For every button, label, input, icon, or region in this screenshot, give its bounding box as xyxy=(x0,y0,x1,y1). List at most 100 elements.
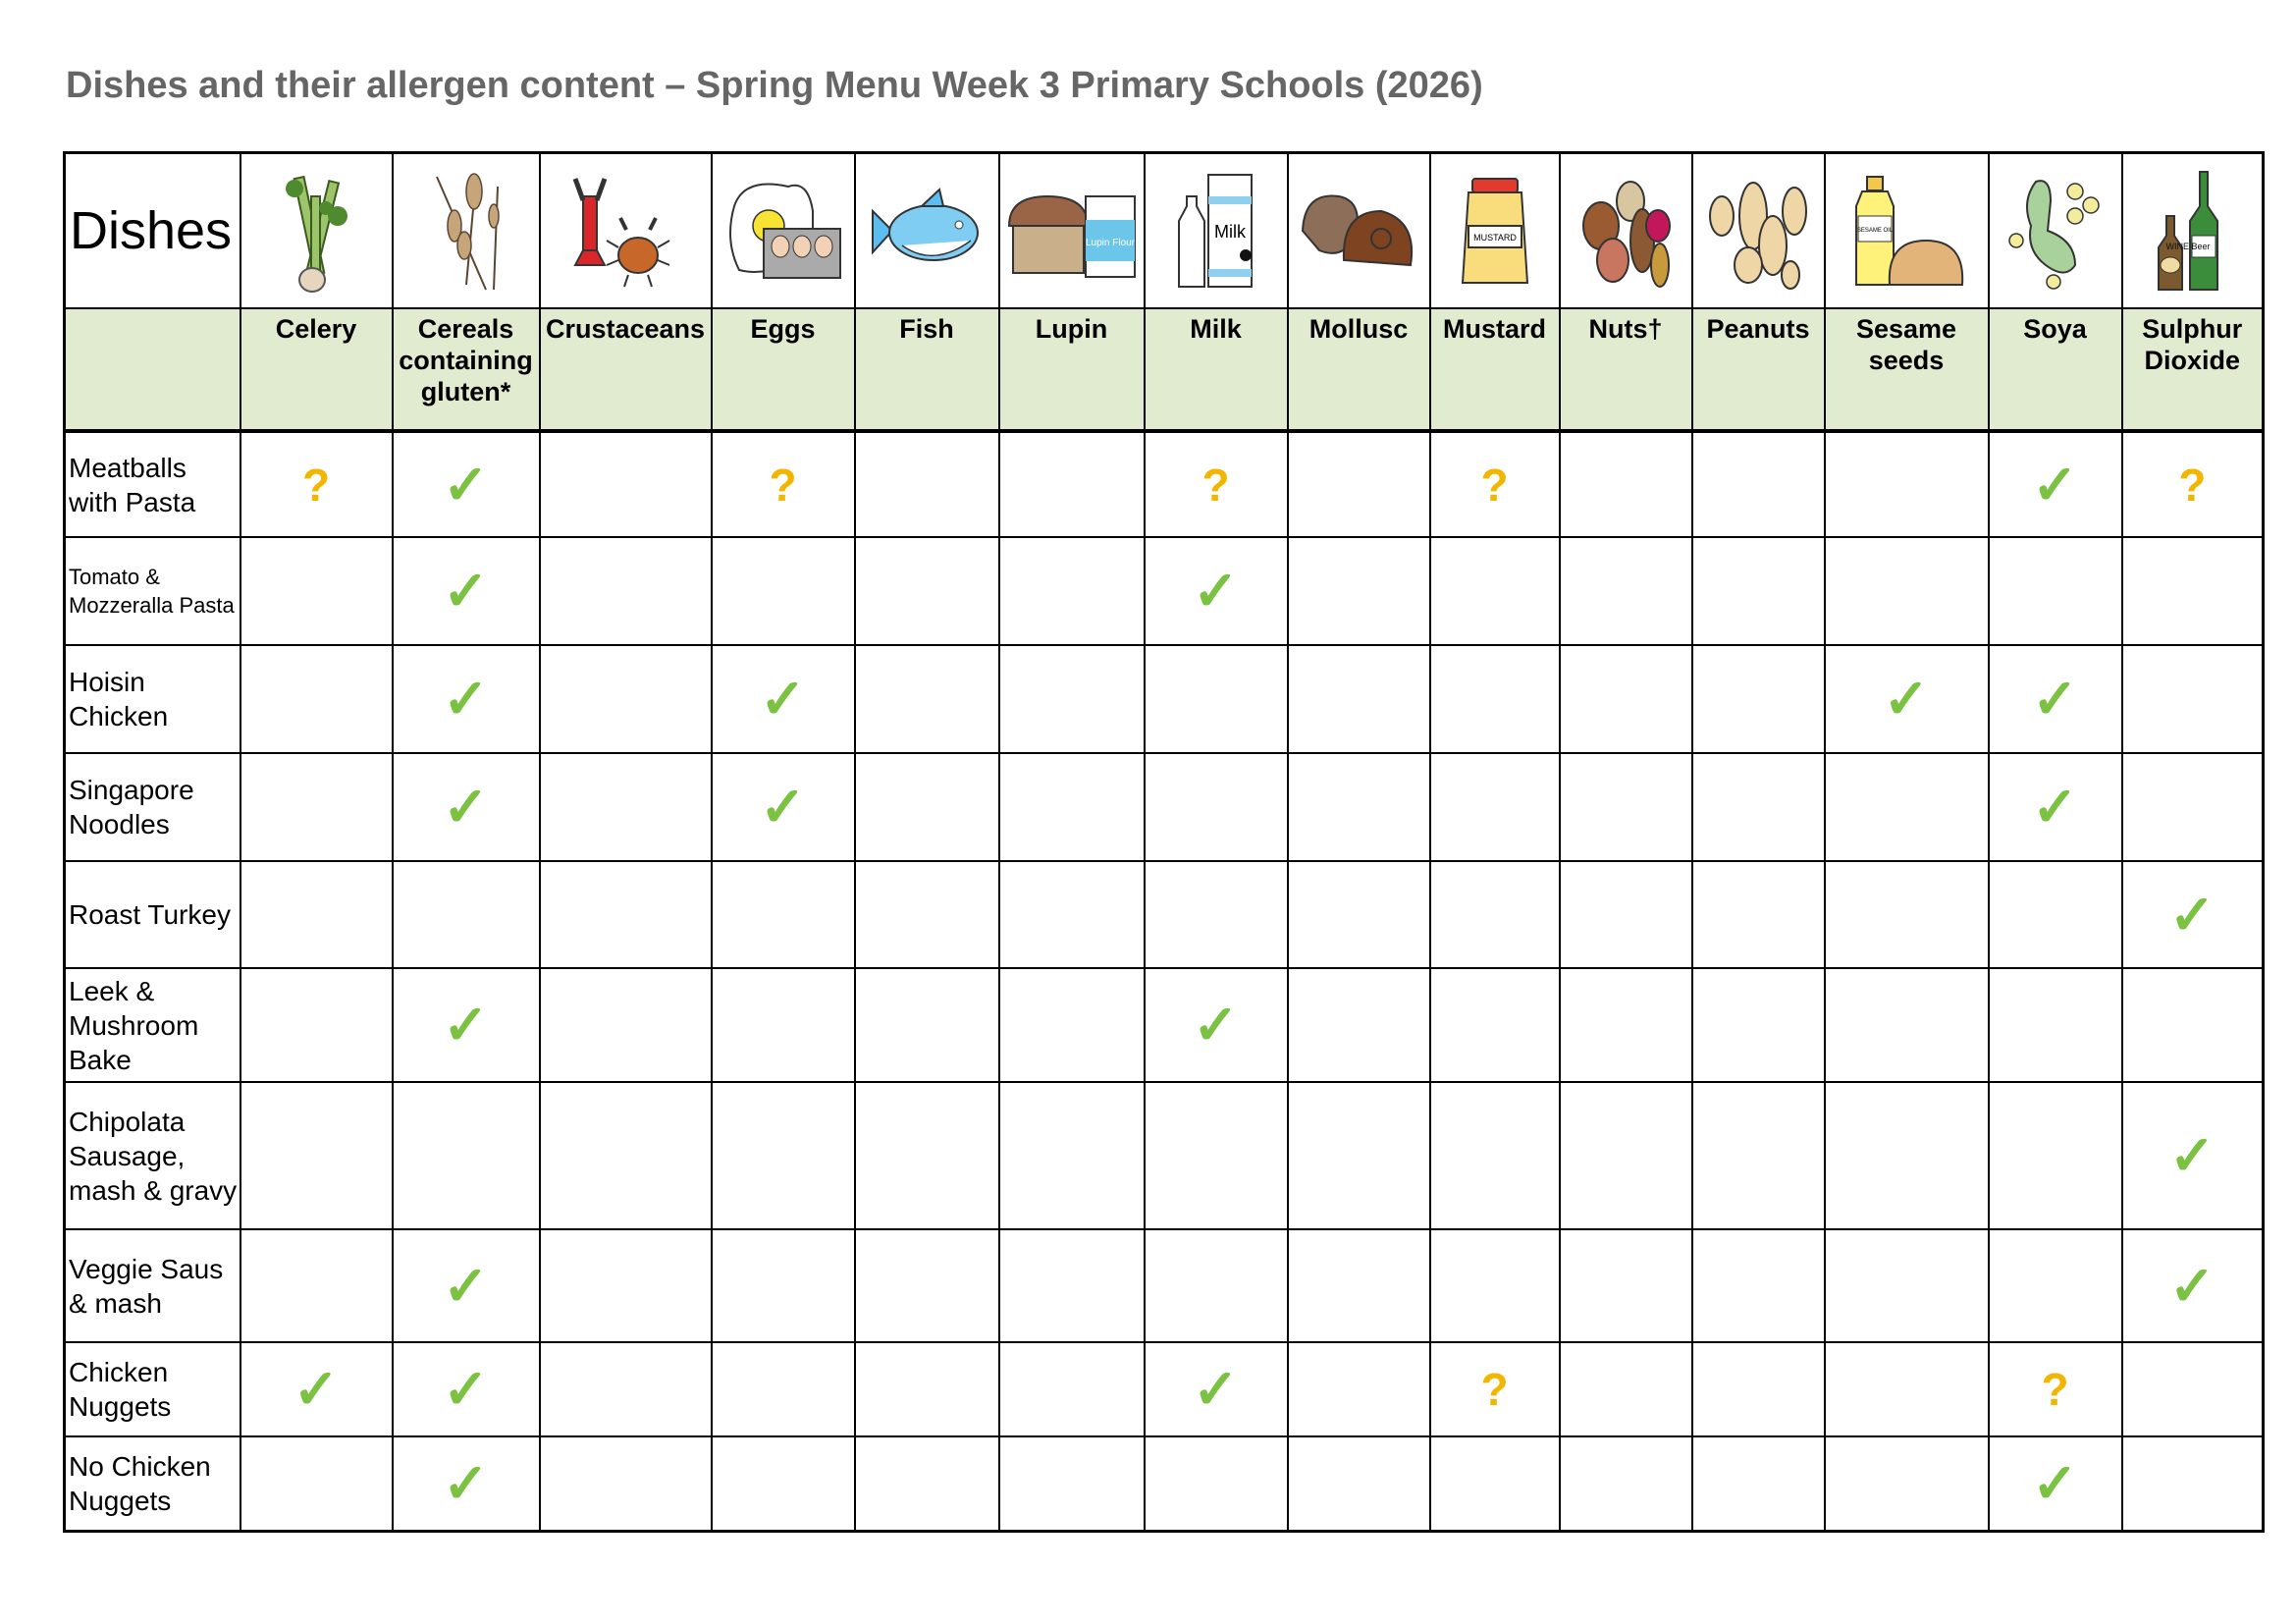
empty-cell xyxy=(1286,1341,1431,1437)
sesame-icon: SESAME OIL xyxy=(1823,151,1990,309)
empty-cell xyxy=(853,644,1000,754)
contains-check-mark: ✓ xyxy=(391,752,541,862)
empty-cell xyxy=(1690,860,1826,969)
allergen-table: Dishes Lupin Flour Milk MUSTARD SESAME O… xyxy=(63,151,2265,1533)
empty-cell xyxy=(1823,1081,1990,1230)
lupin-icon: Lupin Flour xyxy=(997,151,1146,309)
empty-cell xyxy=(1428,536,1561,646)
empty-cell xyxy=(1690,752,1826,862)
empty-cell xyxy=(538,1341,713,1437)
contains-check-mark: ✓ xyxy=(391,967,541,1083)
dish-name: Veggie Saus & mash xyxy=(63,1228,241,1343)
empty-cell xyxy=(538,1228,713,1343)
may-contain-mark: ? xyxy=(2120,430,2265,538)
empty-cell xyxy=(710,1435,856,1532)
empty-cell xyxy=(239,1228,394,1343)
contains-check-mark: ✓ xyxy=(391,1341,541,1437)
empty-cell xyxy=(239,536,394,646)
contains-check-mark: ✓ xyxy=(710,644,856,754)
empty-cell xyxy=(997,430,1146,538)
empty-cell xyxy=(1558,752,1693,862)
empty-cell xyxy=(1286,967,1431,1083)
empty-cell xyxy=(997,644,1146,754)
table-row: Meatballs with Pasta? ✓??? ✓? xyxy=(63,430,2265,538)
lupin-flour-label: Lupin Flour xyxy=(1085,238,1135,248)
contains-check-mark: ✓ xyxy=(391,1228,541,1343)
contains-check-mark: ✓ xyxy=(1143,1341,1289,1437)
allergen-label: Sulphur Dioxide xyxy=(2120,307,2265,432)
empty-cell xyxy=(1143,752,1289,862)
mustard-jar-label: MUSTARD xyxy=(1473,233,1517,243)
fish-icon xyxy=(853,151,1000,309)
allergen-label-row: Celery Cereals containing gluten* Crustace… xyxy=(63,307,2265,432)
empty-cell xyxy=(1286,1081,1431,1230)
contains-check-mark: ✓ xyxy=(2120,860,2265,969)
empty-cell xyxy=(1428,1081,1561,1230)
empty-cell xyxy=(1286,1435,1431,1532)
empty-cell xyxy=(1690,1228,1826,1343)
empty-cell xyxy=(538,1435,713,1532)
dish-name: No Chicken Nuggets xyxy=(63,1435,241,1532)
empty-cell xyxy=(1987,967,2123,1083)
empty-cell xyxy=(1558,1081,1693,1230)
wheat-icon xyxy=(391,151,541,309)
peanuts-icon xyxy=(1690,151,1826,309)
allergen-label: Mollusc xyxy=(1286,307,1431,432)
icon-row: Dishes Lupin Flour Milk MUSTARD SESAME O… xyxy=(63,151,2265,309)
empty-cell xyxy=(1558,644,1693,754)
wine-beer-label: WINE Beer xyxy=(2166,242,2211,251)
empty-cell xyxy=(1428,967,1561,1083)
empty-cell xyxy=(538,430,713,538)
may-contain-mark: ? xyxy=(239,430,394,538)
dish-name: Tomato & Mozzeralla Pasta xyxy=(63,536,241,646)
contains-check-mark: ✓ xyxy=(1143,536,1289,646)
empty-cell xyxy=(1558,1341,1693,1437)
empty-cell xyxy=(2120,536,2265,646)
empty-cell xyxy=(853,1228,1000,1343)
empty-cell xyxy=(538,644,713,754)
allergen-label: Fish xyxy=(853,307,1000,432)
contains-check-mark: ✓ xyxy=(239,1341,394,1437)
dish-name: Singapore Noodles xyxy=(63,752,241,862)
empty-cell xyxy=(1823,536,1990,646)
page-title: Dishes and their allergen content – Spri… xyxy=(66,65,1483,106)
dish-name: Chipolata Sausage, mash & gravy xyxy=(63,1081,241,1230)
contains-check-mark: ✓ xyxy=(391,644,541,754)
empty-cell xyxy=(1558,1228,1693,1343)
empty-cell xyxy=(1558,430,1693,538)
empty-cell xyxy=(997,967,1146,1083)
allergen-label: Crustaceans xyxy=(538,307,713,432)
empty-cell xyxy=(710,860,856,969)
empty-cell xyxy=(1286,1228,1431,1343)
empty-cell xyxy=(997,1081,1146,1230)
allergen-label: Sesame seeds xyxy=(1823,307,1990,432)
sesame-oil-label: SESAME OIL xyxy=(1857,228,1894,234)
empty-cell xyxy=(1428,752,1561,862)
empty-cell xyxy=(1143,1435,1289,1532)
empty-cell xyxy=(1823,430,1990,538)
milk-icon: Milk xyxy=(1143,151,1289,309)
contains-check-mark: ✓ xyxy=(1987,430,2123,538)
empty-cell xyxy=(239,860,394,969)
empty-cell xyxy=(1690,1341,1826,1437)
empty-cell xyxy=(538,1081,713,1230)
contains-check-mark: ✓ xyxy=(391,536,541,646)
empty-cell xyxy=(1143,1081,1289,1230)
empty-cell xyxy=(1428,1228,1561,1343)
allergen-label: Cereals containing gluten* xyxy=(391,307,541,432)
soya-icon xyxy=(1987,151,2123,309)
mustard-icon: MUSTARD xyxy=(1428,151,1561,309)
empty-cell xyxy=(1286,536,1431,646)
table-row: Chicken Nuggets ✓ ✓ ✓?? xyxy=(63,1341,2265,1437)
empty-cell xyxy=(1286,644,1431,754)
empty-cell xyxy=(239,644,394,754)
empty-cell xyxy=(853,967,1000,1083)
empty-cell xyxy=(853,430,1000,538)
empty-cell xyxy=(1823,967,1990,1083)
crustaceans-icon xyxy=(538,151,713,309)
empty-cell xyxy=(1690,430,1826,538)
dish-name: Hoisin Chicken xyxy=(63,644,241,754)
empty-cell xyxy=(1143,860,1289,969)
empty-cell xyxy=(239,752,394,862)
contains-check-mark: ✓ xyxy=(391,430,541,538)
